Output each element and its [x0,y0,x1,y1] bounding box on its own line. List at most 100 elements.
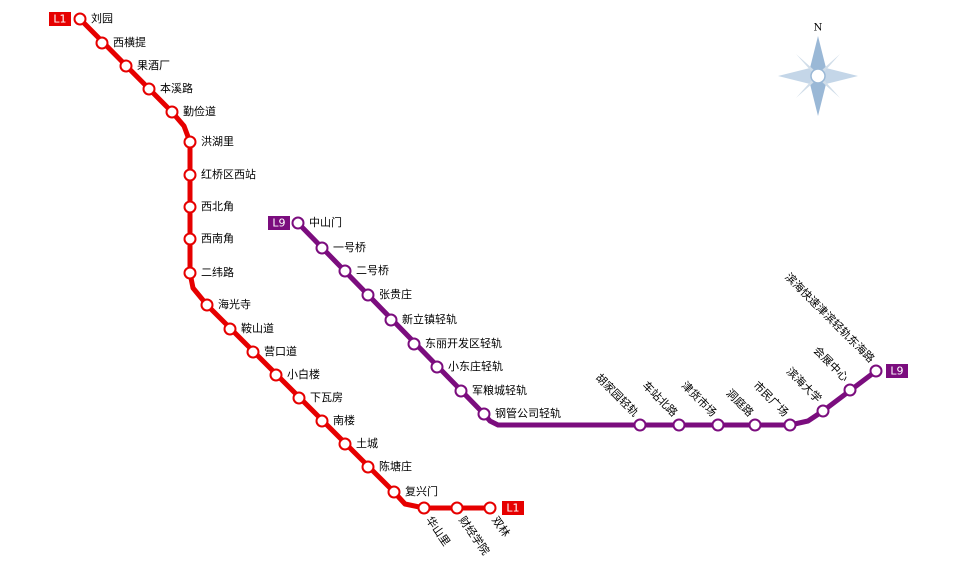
station [633,418,647,432]
station-label: 二号桥 [356,264,389,277]
station [183,168,197,182]
station-label: 军粮城轻轨 [472,383,527,397]
station-label: 西南角 [201,232,234,245]
station-label: 复兴门 [405,484,438,498]
station [183,266,197,280]
station-label: 滨海快速津滨轻轨东海路 [782,270,877,365]
station [73,12,87,26]
compass-nw [796,54,818,76]
compass-label: N [814,23,823,34]
station [361,460,375,474]
station-label: 二纬路 [201,266,234,279]
compass-south [810,76,826,116]
station-label: 洞庭路 [723,386,756,419]
station [338,437,352,451]
station [119,59,133,73]
station-label: 本溪路 [160,81,193,95]
station [246,345,260,359]
station-label: 红桥区西站 [201,167,256,181]
station-label: 会展中心 [811,344,851,384]
station [477,407,491,421]
station-label: 中山门 [309,215,342,229]
station-label: 土城 [356,437,378,450]
station-label: 营口道 [264,344,297,358]
line-badge-bg [502,501,524,515]
compass: N [778,23,858,116]
station-label: 果酒厂 [137,59,170,72]
station [387,485,401,499]
station [291,216,305,230]
station [183,232,197,246]
station [672,418,686,432]
station-label: 一号桥 [333,241,366,254]
station-label: 鞍山道 [241,321,274,335]
metro-line: 刘园西横提果酒厂本溪路勤俭道洪湖里红桥区西站西北角西南角二纬路海光寺鞍山道营口道… [49,12,524,557]
station-label: 财经学院 [456,513,493,557]
line-badge: L9 [890,365,903,378]
station-label: 双林 [489,513,513,539]
station-label: 钢管公司轻轨 [495,406,561,420]
line-badge: L1 [506,502,519,515]
station [869,364,883,378]
station-label: 小白楼 [287,367,320,381]
station-label: 海光寺 [218,297,251,311]
station-label: 新立镇轻轨 [402,312,457,326]
station [269,368,283,382]
station [223,322,237,336]
station [711,418,725,432]
station [200,298,214,312]
station-label: 下瓦房 [310,391,343,404]
station-label: 张贵庄 [379,287,412,301]
station [95,36,109,50]
compass-center [810,68,826,84]
station [165,105,179,119]
station-label: 南楼 [333,413,355,427]
station [292,391,306,405]
station-label: 洪湖里 [201,134,234,148]
station [361,288,375,302]
station [315,414,329,428]
compass-north [810,36,826,76]
station [338,264,352,278]
station [407,337,421,351]
line-badge: L1 [53,13,66,26]
station [783,418,797,432]
metro-line: 中山门一号桥二号桥张贵庄新立镇轻轨东丽开发区轻轨小东庄轻轨军粮城轻轨钢管公司轻轨… [268,215,908,432]
line-badge-bg [886,364,908,378]
station-label: 刘园 [91,12,113,25]
station [183,200,197,214]
station-label: 津货市场 [679,378,720,419]
station [748,418,762,432]
line-track [77,16,493,511]
station [183,135,197,149]
station-label: 华山里 [423,513,453,548]
compass-east [818,68,858,84]
line-badge-bg [268,216,290,230]
line-badge-bg [49,12,71,26]
compass-sw [796,76,818,98]
line-badge: L9 [272,217,285,230]
station [142,82,156,96]
station [483,501,497,515]
station-label: 小东庄轻轨 [448,359,503,373]
compass-se [818,76,840,98]
station-label: 勤俭道 [183,104,216,118]
station [430,360,444,374]
station-label: 西横提 [113,35,146,49]
station-label: 西北角 [201,200,234,213]
station [417,501,431,515]
station [384,313,398,327]
station-label: 胡家园轻轨 [593,370,642,419]
line-track [295,220,879,428]
station-label: 陈塘庄 [379,459,412,473]
station [315,241,329,255]
station-label: 车站北路 [640,378,681,419]
compass-west [778,68,818,84]
compass-ne [818,54,840,76]
station [843,383,857,397]
station-label: 滨海大学 [784,364,825,405]
station-label: 东丽开发区轻轨 [425,336,502,350]
station [454,384,468,398]
station [816,404,830,418]
